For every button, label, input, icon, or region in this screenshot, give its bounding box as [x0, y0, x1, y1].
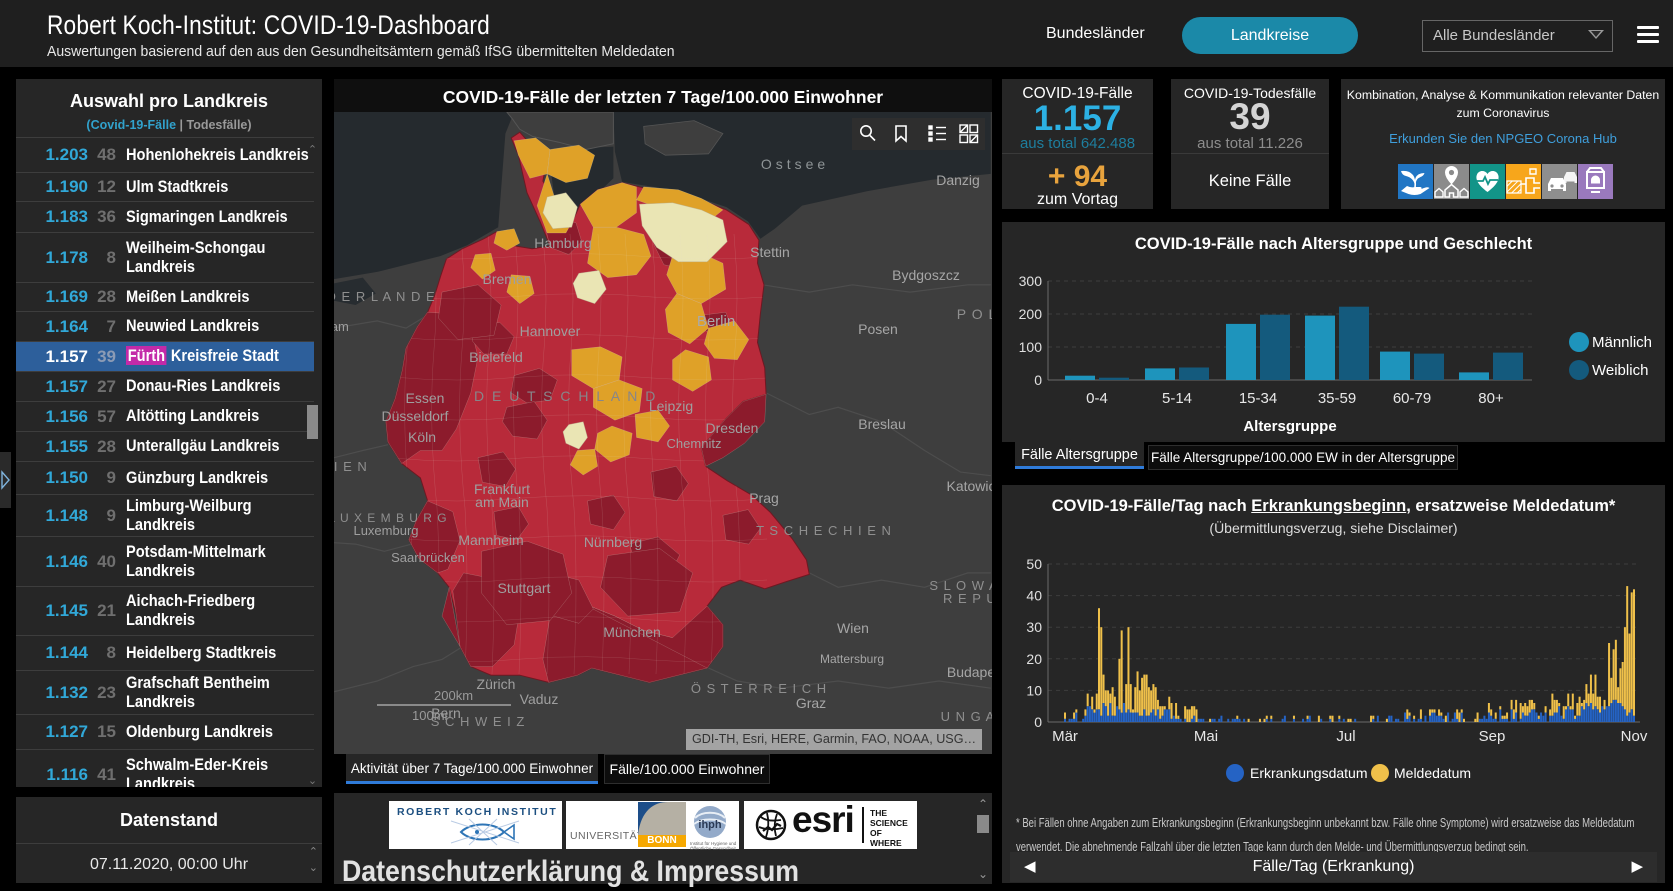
svg-text:100: 100: [1019, 339, 1043, 355]
svg-text:Weiblich: Weiblich: [1592, 362, 1648, 379]
svg-text:Nov: Nov: [1621, 728, 1648, 745]
svg-text:80+: 80+: [1478, 390, 1504, 407]
svg-text:Jul: Jul: [1336, 728, 1355, 745]
svg-text:Mai: Mai: [1194, 728, 1218, 745]
svg-text:Mär: Mär: [1052, 728, 1078, 745]
svg-text:20: 20: [1026, 651, 1042, 667]
svg-text:40: 40: [1026, 588, 1042, 604]
svg-text:60-79: 60-79: [1393, 390, 1431, 407]
svg-text:300: 300: [1019, 273, 1043, 289]
svg-text:15-34: 15-34: [1239, 390, 1277, 407]
svg-text:ihph: ihph: [698, 819, 721, 831]
svg-text:0: 0: [1034, 372, 1042, 388]
svg-text:200: 200: [1019, 306, 1043, 322]
svg-text:10: 10: [1026, 682, 1042, 698]
svg-text:0: 0: [1034, 714, 1042, 730]
svg-text:30: 30: [1026, 619, 1042, 635]
svg-text:Sep: Sep: [1479, 728, 1506, 745]
svg-text:Erkrankungsdatum: Erkrankungsdatum: [1250, 765, 1368, 781]
svg-text:35-59: 35-59: [1318, 390, 1356, 407]
svg-text:Meldedatum: Meldedatum: [1394, 765, 1471, 781]
svg-text:5-14: 5-14: [1162, 390, 1192, 407]
svg-text:Altersgruppe: Altersgruppe: [1243, 418, 1336, 435]
svg-text:Männlich: Männlich: [1592, 334, 1652, 351]
svg-text:50: 50: [1026, 556, 1042, 572]
svg-text:0-4: 0-4: [1086, 390, 1108, 407]
